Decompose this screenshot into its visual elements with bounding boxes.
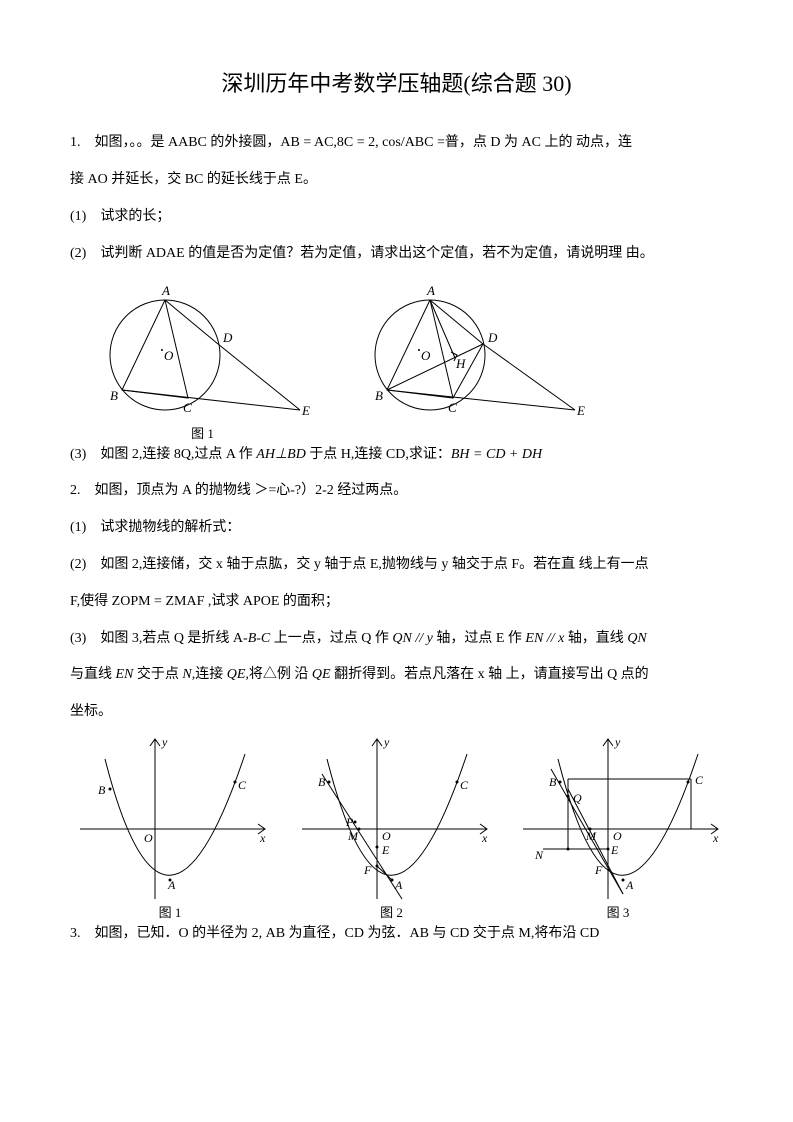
q1-part1: (1) 试求的长；: [70, 202, 723, 233]
q1-fig1-svg: A B C D E O: [90, 280, 315, 425]
page-title: 深圳历年中考数学压轴题(综合题 30): [70, 60, 723, 108]
q2-stem: 2. 如图，顶点为 A 的抛物线 ＞=心-?）2-2 经过两点。: [70, 476, 723, 507]
q1-stem-line2: 接 AO 并延长，交 BC 的延长线于点 E。: [70, 165, 723, 196]
svg-text:B: B: [375, 388, 383, 403]
svg-text:A: A: [167, 878, 176, 892]
svg-text:x: x: [481, 831, 488, 845]
svg-text:O: O: [164, 348, 174, 363]
svg-text:A: A: [625, 878, 634, 892]
svg-text:B: B: [98, 783, 106, 797]
svg-text:C: C: [460, 778, 469, 792]
svg-text:C: C: [695, 773, 704, 787]
q2-fig2-caption: 图 2: [292, 906, 492, 919]
svg-text:C: C: [448, 400, 457, 415]
q1-figure2: A B C D E O H: [355, 280, 590, 440]
q1-part3: (3) 如图 2,连接 8Q,过点 A 作 AH⊥BD 于点 H,连接 CD,求…: [70, 440, 723, 471]
svg-text:B: B: [110, 388, 118, 403]
svg-text:y: y: [614, 735, 621, 749]
q2-fig3-caption: 图 3: [513, 906, 723, 919]
svg-text:O: O: [421, 348, 431, 363]
q1-figure1: A B C D E O 图 1: [90, 280, 315, 440]
svg-text:Q: Q: [573, 791, 582, 805]
q2-part3-line3: 坐标。: [70, 697, 723, 728]
svg-text:A: A: [426, 283, 435, 298]
q2-figure1: y x O A B C 图 1: [70, 734, 270, 919]
svg-text:E: E: [576, 403, 585, 418]
q2-part3-line1: (3) 如图 3,若点 Q 是折线 A-B-C 上一点，过点 Q 作 QN //…: [70, 624, 723, 655]
svg-text:x: x: [712, 831, 719, 845]
svg-text:N: N: [534, 848, 544, 862]
svg-text:E: E: [610, 843, 619, 857]
q1-fig2-svg: A B C D E O H: [355, 280, 590, 425]
svg-text:O: O: [613, 829, 622, 843]
q2-fig1-caption: 图 1: [70, 906, 270, 919]
svg-text:O: O: [382, 829, 391, 843]
q2-figures-row: y x O A B C 图 1: [70, 734, 723, 919]
q2-figure2: y x O A B C P M E F 图 2: [292, 734, 492, 919]
svg-text:H: H: [455, 356, 466, 371]
svg-text:E: E: [301, 403, 310, 418]
svg-text:P: P: [345, 815, 354, 829]
svg-text:B: B: [318, 775, 326, 789]
svg-text:y: y: [383, 735, 390, 749]
svg-text:A: A: [161, 283, 170, 298]
svg-text:F: F: [363, 863, 372, 877]
svg-text:O: O: [144, 831, 153, 845]
q3-stem: 3. 如图，已知．O 的半径为 2, AB 为直径，CD 为弦．AB 与 CD …: [70, 919, 723, 950]
q2-part2-line1: (2) 如图 2,连接储，交 x 轴于点肱，交 y 轴于点 E,抛物线与 y 轴…: [70, 550, 723, 581]
svg-text:x: x: [259, 831, 266, 845]
q1-part2: (2) 试判断 ADAE 的值是否为定值？若为定值，请求出这个定值，若不为定值，…: [70, 239, 723, 270]
q1-fig1-caption: 图 1: [90, 427, 315, 440]
svg-text:C: C: [183, 400, 192, 415]
svg-text:C: C: [238, 778, 247, 792]
svg-text:F: F: [594, 863, 603, 877]
svg-text:D: D: [222, 330, 233, 345]
q1-figures-row: A B C D E O 图 1: [90, 280, 723, 440]
svg-text:M: M: [347, 829, 359, 843]
q2-figure3: y x O A B C Q M E F N 图 3: [513, 734, 723, 919]
q2-part1: (1) 试求抛物线的解析式：: [70, 513, 723, 544]
svg-text:y: y: [161, 735, 168, 749]
svg-text:E: E: [381, 843, 390, 857]
svg-text:B: B: [549, 775, 557, 789]
q2-part2-line2: F,使得 ZOPM = ZMAF ,试求 APOE 的面积；: [70, 587, 723, 618]
svg-text:A: A: [394, 878, 403, 892]
svg-text:M: M: [585, 829, 597, 843]
q2-part3-line2: 与直线 EN 交于点 N,连接 QE,将△例 沿 QE 翻折得到。若点凡落在 x…: [70, 660, 723, 691]
svg-text:D: D: [487, 330, 498, 345]
q1-stem-line1: 1. 如图，。。是 AABC 的外接圆，AB = AC,8C = 2, cos/…: [70, 128, 723, 159]
